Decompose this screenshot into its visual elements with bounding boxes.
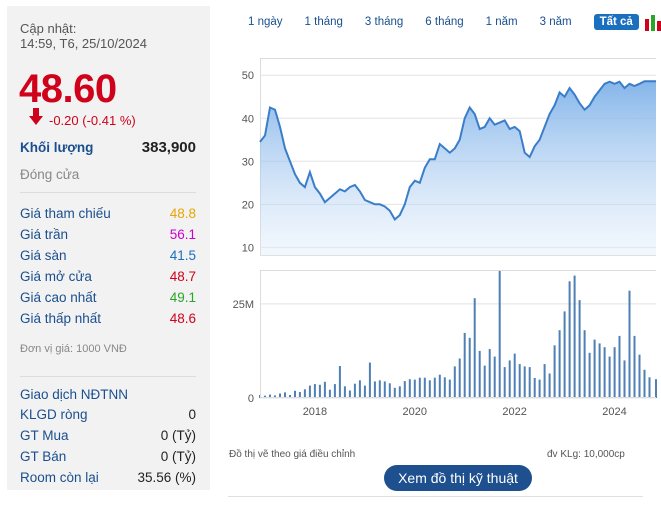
time-range-tabs: 1 ngày 1 tháng 3 tháng 6 tháng 1 năm 3 n… — [240, 12, 661, 32]
volume-chart-frame — [260, 270, 656, 398]
price-value: 41.5 — [169, 248, 196, 263]
price-row-high: Giá cao nhất 49.1 — [20, 290, 196, 305]
price-label: Giá tham chiếu — [20, 206, 111, 221]
price-ytick-label: 20 — [242, 199, 254, 211]
price-chart-frame — [260, 58, 656, 256]
price-ytick-label: 10 — [242, 242, 254, 254]
volume-ytick-label: 0 — [248, 393, 254, 405]
price-value: 48.7 — [169, 269, 196, 284]
foreign-row: GT Mua 0 (Tỷ) — [20, 428, 196, 443]
xtick-label: 2024 — [602, 406, 626, 418]
price-row-reference: Giá tham chiếu 48.8 — [20, 206, 196, 221]
foreign-label: Room còn lại — [20, 470, 99, 485]
candlestick-chart-icon[interactable] — [644, 13, 661, 31]
volume-label: Khối lượng — [20, 140, 94, 155]
divider — [20, 192, 196, 193]
price-label: Giá thấp nhất — [20, 311, 102, 326]
divider — [20, 376, 196, 377]
price-change: -0.20 (-0.41 %) — [49, 113, 136, 128]
price-value: 48.8 — [169, 206, 196, 221]
chart-note-adjusted: Đồ thị vẽ theo giá điều chỉnh — [229, 449, 356, 460]
tab-3-years[interactable]: 3 năm — [539, 16, 572, 28]
price-ytick-label: 30 — [242, 156, 254, 168]
foreign-label: GT Bán — [20, 449, 67, 464]
price-label: Giá trần — [20, 227, 69, 242]
update-time: 14:59, T6, 25/10/2024 — [20, 36, 147, 51]
price-row-ceiling: Giá trần 56.1 — [20, 227, 196, 242]
arrow-down-icon — [29, 108, 43, 125]
tab-6-months[interactable]: 6 tháng — [425, 16, 464, 28]
volume-row: Khối lượng 383,900 — [20, 139, 196, 156]
divider — [228, 496, 643, 497]
price-value: 49.1 — [169, 290, 196, 305]
xtick-label: 2020 — [403, 406, 427, 418]
price-label: Giá cao nhất — [20, 290, 97, 305]
price-row-low: Giá thấp nhất 48.6 — [20, 311, 196, 326]
tab-all[interactable]: Tất cả — [593, 14, 639, 30]
stock-summary-panel: Cập nhật: 14:59, T6, 25/10/2024 48.60 -0… — [7, 6, 210, 490]
price-value: 48.6 — [169, 311, 196, 326]
foreign-title-row: Giao dịch NĐTNN — [20, 387, 196, 402]
price-label: Giá mở cửa — [20, 269, 92, 284]
price-row-floor: Giá sàn 41.5 — [20, 248, 196, 263]
tab-3-months[interactable]: 3 tháng — [364, 16, 404, 28]
technical-chart-button[interactable]: Xem đồ thị kỹ thuật — [384, 465, 532, 491]
close-label: Đóng cửa — [20, 167, 80, 182]
price-label: Giá sàn — [20, 248, 67, 263]
price-value: 56.1 — [169, 227, 196, 242]
unit-note: Đơn vị giá: 1000 VNĐ — [20, 343, 127, 355]
foreign-value: 0 (Tỷ) — [160, 428, 196, 443]
foreign-value: 35.56 (%) — [137, 470, 196, 485]
volume-value: 383,900 — [141, 139, 196, 156]
tab-1-day[interactable]: 1 ngày — [248, 16, 283, 28]
tab-1-year[interactable]: 1 năm — [485, 16, 518, 28]
foreign-label: KLGD ròng — [20, 407, 88, 422]
xtick-label: 2022 — [502, 406, 526, 418]
volume-ytick-label: 25M — [233, 299, 254, 311]
tab-1-month[interactable]: 1 tháng — [304, 16, 343, 28]
price-ytick-label: 40 — [242, 113, 254, 125]
price-ytick-label: 50 — [242, 70, 254, 82]
price-row-open: Giá mở cửa 48.7 — [20, 269, 196, 284]
current-price: 48.60 — [19, 67, 117, 111]
foreign-row: Room còn lại 35.56 (%) — [20, 470, 196, 485]
update-label: Cập nhật: — [20, 21, 77, 36]
foreign-value: 0 — [188, 407, 196, 422]
foreign-row: GT Bán 0 (Tỷ) — [20, 449, 196, 464]
price-change-row: -0.20 (-0.41 %) — [29, 108, 136, 128]
foreign-title: Giao dịch NĐTNN — [20, 387, 129, 402]
xtick-label: 2018 — [303, 406, 327, 418]
foreign-row: KLGD ròng 0 — [20, 407, 196, 422]
foreign-label: GT Mua — [20, 428, 69, 443]
chart-note-volume-unit: đv KLg: 10,000cp — [547, 449, 625, 460]
foreign-value: 0 (Tỷ) — [160, 449, 196, 464]
